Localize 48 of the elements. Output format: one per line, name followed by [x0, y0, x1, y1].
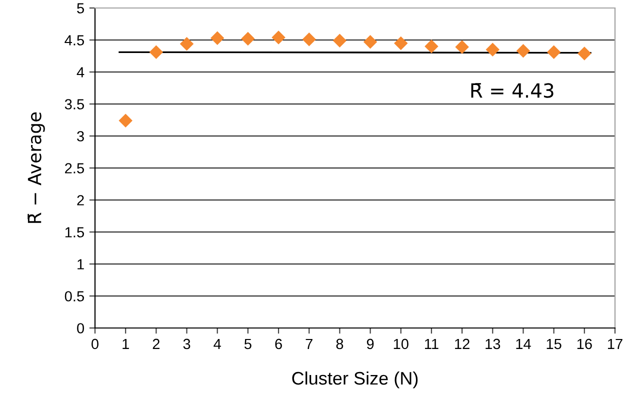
y-tick-label: 1: [78, 259, 84, 270]
x-tick-label: 13: [486, 338, 500, 350]
x-tick-label: 11: [425, 338, 438, 349]
point: [547, 46, 560, 59]
point: [272, 30, 286, 44]
point: [394, 36, 408, 50]
y-tick-label: 5: [77, 3, 84, 14]
x-tick-label: 12: [455, 338, 470, 349]
point: [150, 46, 163, 59]
x-tick-label: 14: [516, 338, 531, 349]
y-tick-label: 1.5: [65, 227, 84, 238]
point: [364, 35, 377, 49]
x-tick-label: 2: [152, 338, 160, 349]
x-tick-label: 3: [183, 338, 190, 350]
x-tick-label: 5: [244, 338, 252, 350]
point: [424, 40, 438, 53]
x-axis-title: Cluster Size (N): [292, 371, 418, 388]
y-axis-title: R̄ − Average: [28, 112, 45, 223]
x-tick-label: 7: [306, 338, 312, 349]
x-tick-label: 17: [608, 338, 622, 349]
y-tick-label: 2: [77, 195, 84, 206]
x-tick-label: 16: [577, 338, 592, 350]
y-tick-label: 0: [77, 323, 84, 334]
x-tick-label: 8: [336, 338, 344, 350]
point: [241, 32, 255, 46]
x-tick-label: 0: [92, 338, 98, 350]
point: [180, 37, 194, 50]
point: [333, 34, 346, 48]
x-tick-label: 1: [122, 338, 129, 349]
y-tick-label: 3: [77, 131, 84, 142]
point: [486, 43, 500, 56]
point: [455, 40, 469, 54]
annotation: R̄ = 4.43: [471, 83, 554, 98]
x-tick-label: 6: [275, 338, 282, 350]
x-tick-label: 10: [394, 338, 408, 350]
y-tick-label: 4.5: [64, 35, 84, 46]
y-tick-label: 4: [76, 67, 84, 78]
y-tick-label: 2.5: [65, 163, 84, 174]
point: [516, 44, 530, 58]
x-tick-label: 4: [214, 338, 221, 349]
point: [578, 46, 591, 60]
point: [302, 32, 316, 46]
y-tick-label: 3.5: [64, 99, 84, 110]
point: [210, 31, 224, 45]
x-tick-label: 9: [366, 338, 374, 350]
x-tick-label: 15: [546, 338, 562, 350]
y-tick-label: 0.5: [64, 291, 84, 302]
point: [119, 114, 132, 128]
